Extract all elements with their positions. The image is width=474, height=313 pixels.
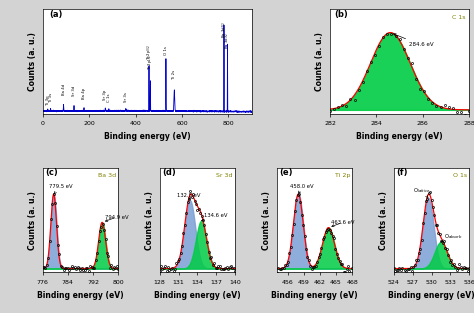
- Text: (e): (e): [279, 168, 292, 177]
- X-axis label: Binding energy (eV): Binding energy (eV): [388, 290, 474, 300]
- Text: Ba 3d: Ba 3d: [98, 173, 116, 178]
- Text: Sr 3d: Sr 3d: [217, 173, 233, 178]
- Text: 284.6 eV: 284.6 eV: [393, 34, 434, 48]
- Text: 458.0 eV: 458.0 eV: [290, 184, 314, 193]
- X-axis label: Binding energy (eV): Binding energy (eV): [37, 290, 124, 300]
- Y-axis label: Counts (a. u.): Counts (a. u.): [28, 191, 37, 249]
- Text: 134.6 eV: 134.6 eV: [201, 213, 228, 221]
- Y-axis label: Counts (a. u.): Counts (a. u.): [315, 32, 324, 91]
- X-axis label: Binding energy (eV): Binding energy (eV): [271, 290, 358, 300]
- Text: O$_{lattice}$: O$_{lattice}$: [413, 186, 430, 198]
- X-axis label: Binding energy (eV): Binding energy (eV): [154, 290, 241, 300]
- Text: (b): (b): [334, 10, 348, 19]
- Text: (c): (c): [45, 168, 58, 177]
- Text: (f): (f): [396, 168, 408, 177]
- Text: Ba 3d$_{3/2}$: Ba 3d$_{3/2}$: [224, 31, 231, 49]
- Text: Sr 3d: Sr 3d: [72, 86, 76, 96]
- Y-axis label: Counts (a. u.): Counts (a. u.): [28, 32, 37, 91]
- Text: Ti 2p: Ti 2p: [335, 173, 350, 178]
- Y-axis label: Counts (a. u.): Counts (a. u.): [262, 191, 271, 249]
- Text: O 1s: O 1s: [164, 47, 168, 55]
- Text: 794.9 eV: 794.9 eV: [105, 215, 128, 221]
- X-axis label: Binding energy (eV): Binding energy (eV): [104, 132, 191, 141]
- Text: (d): (d): [162, 168, 176, 177]
- Text: C 1s: C 1s: [452, 15, 465, 20]
- Text: 132.8 eV: 132.8 eV: [177, 192, 201, 200]
- Text: Ti 2p$_{1/2}$: Ti 2p$_{1/2}$: [146, 54, 155, 70]
- Text: O 1s: O 1s: [453, 173, 467, 178]
- Text: C 1s: C 1s: [107, 93, 111, 101]
- Y-axis label: Counts (a. u.): Counts (a. u.): [379, 191, 388, 249]
- X-axis label: Binding energy (eV): Binding energy (eV): [356, 132, 443, 141]
- Text: 463.6 eV: 463.6 eV: [331, 220, 355, 227]
- Y-axis label: Counts (a. u.): Counts (a. u.): [145, 191, 154, 249]
- Text: Ti 2p$_{3/2}$: Ti 2p$_{3/2}$: [145, 44, 153, 60]
- Text: Sr 3p: Sr 3p: [103, 90, 107, 100]
- Text: Ba 4d: Ba 4d: [62, 84, 65, 95]
- Text: 779.5 eV: 779.5 eV: [49, 184, 73, 194]
- Text: O$_{absorb}$: O$_{absorb}$: [441, 232, 463, 242]
- Text: Sr 3s: Sr 3s: [124, 93, 128, 102]
- Text: Ba 3d$_{5/2}$: Ba 3d$_{5/2}$: [220, 21, 228, 38]
- Text: Ba 4p: Ba 4p: [82, 88, 86, 99]
- Text: (a): (a): [49, 10, 62, 19]
- Text: Ti 3s: Ti 3s: [48, 93, 53, 102]
- Text: Ti 3p: Ti 3p: [46, 95, 50, 105]
- Text: Ti 2s: Ti 2s: [172, 70, 176, 79]
